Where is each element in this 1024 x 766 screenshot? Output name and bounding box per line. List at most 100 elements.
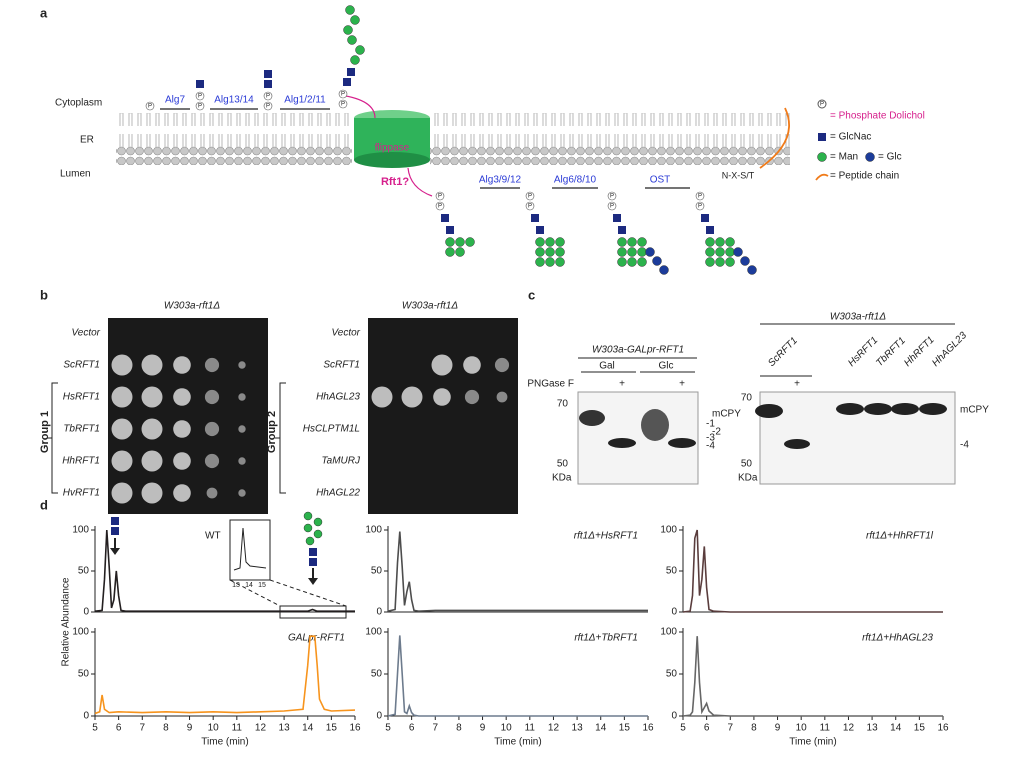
y-tick-label: 100 xyxy=(660,525,677,536)
x-tick-label: 12 xyxy=(255,723,267,734)
chart-title: rft1Δ+HsRFT1 xyxy=(574,531,638,542)
phosphate-label: P xyxy=(610,194,614,200)
phosphate-label: P xyxy=(528,194,532,200)
trace xyxy=(94,529,355,612)
y-tick-label: 100 xyxy=(365,525,382,536)
phosphate xyxy=(607,201,617,211)
sugar xyxy=(535,247,545,257)
glcnac xyxy=(531,214,539,222)
x-tick-label: 13 xyxy=(279,723,291,734)
y-tick-label: 50 xyxy=(78,566,90,577)
x-tick-label: 11 xyxy=(820,723,831,734)
band-label: -1 xyxy=(706,419,715,430)
x-tick-label: 6 xyxy=(409,723,415,734)
inset xyxy=(229,519,271,581)
sugar xyxy=(617,257,627,267)
panel-a: a flippase Rft1? Cytoplasm ER Lumen Alg7… xyxy=(40,5,925,275)
sugar xyxy=(645,247,655,257)
x-tick-label: 8 xyxy=(751,723,757,734)
panel-d: d Relative Abundance 13 14 15 050100WT05… xyxy=(40,497,949,747)
band xyxy=(668,438,696,448)
phosphate: P xyxy=(820,102,824,108)
sugar xyxy=(637,247,647,257)
colony xyxy=(111,386,133,408)
enzyme: Alg1/2/11 xyxy=(284,95,326,106)
compartment: Cytoplasm xyxy=(55,98,102,109)
sugar xyxy=(535,257,545,267)
y-tick-label: 100 xyxy=(72,627,89,638)
strain-label: TbRFT1 xyxy=(63,424,100,435)
sugar xyxy=(343,25,353,35)
colony xyxy=(238,425,246,433)
lane-label: TbRFT1 xyxy=(874,335,908,369)
sugar xyxy=(659,265,669,275)
phosphate xyxy=(435,191,445,201)
unit: KDa xyxy=(738,473,758,484)
phosphate-label: P xyxy=(610,204,614,210)
panel-c: c W303a-GALpr-RFT1 Gal Glc PNGase F + + … xyxy=(527,287,989,485)
x-tick-label: 5 xyxy=(92,723,98,734)
group: Group 2 xyxy=(266,411,278,453)
phosphate xyxy=(338,89,348,99)
compartment: Lumen xyxy=(60,169,91,180)
sugar xyxy=(652,256,662,266)
enzyme: Alg7 xyxy=(165,95,185,106)
glcnac xyxy=(706,226,714,234)
y-tick-label: 100 xyxy=(660,627,677,638)
strain-label: HhRFT1 xyxy=(62,456,100,467)
phosphate xyxy=(525,191,535,201)
colony xyxy=(141,354,163,376)
strain-label: HhAGL22 xyxy=(316,488,360,499)
x-tick-label: 12 xyxy=(843,723,855,734)
x-tick-label: 7 xyxy=(139,723,145,734)
phosphate xyxy=(145,101,155,111)
colony xyxy=(141,386,163,408)
y-tick-label: 0 xyxy=(671,607,677,618)
panel-b: b W303a-rft1Δ W303a-rft1Δ Vector ScRFT1 Hs… xyxy=(39,287,518,514)
glcnac xyxy=(196,80,204,88)
plate-title: W303a-rft1Δ xyxy=(402,301,458,312)
membrane xyxy=(430,113,790,165)
colony xyxy=(238,393,246,401)
sugar xyxy=(617,237,627,247)
colony xyxy=(496,391,508,403)
lane-label: HsRFT1 xyxy=(846,335,880,369)
blot-title: W303a-rft1Δ xyxy=(830,312,886,323)
plate xyxy=(108,318,268,514)
colony xyxy=(141,418,163,440)
membrane xyxy=(116,113,352,165)
sugar xyxy=(715,247,725,257)
glcnac xyxy=(613,214,621,222)
x-tick-label: 13 xyxy=(572,723,584,734)
marker: 50 xyxy=(557,459,569,470)
x-tick-label: 5 xyxy=(680,723,686,734)
unit: KDa xyxy=(552,473,572,484)
trace xyxy=(387,635,648,717)
sugar xyxy=(455,237,465,247)
phosphate xyxy=(525,201,535,211)
strain-label: Vector xyxy=(331,328,360,339)
sugar xyxy=(733,247,743,257)
phosphate-label: P xyxy=(698,194,702,200)
bands xyxy=(755,403,947,449)
x-tick-label: 9 xyxy=(187,723,193,734)
lane-label: ScRFT1 xyxy=(766,335,800,369)
colony xyxy=(141,482,163,504)
chart-title: rft1Δ+HhAGL23 xyxy=(862,633,933,644)
x-tick-label: 6 xyxy=(704,723,710,734)
marker: 70 xyxy=(741,393,753,404)
flippase-bottom xyxy=(354,152,430,168)
sugar xyxy=(627,237,637,247)
sugar xyxy=(747,265,757,275)
plate xyxy=(368,318,518,514)
glcnac xyxy=(446,226,454,234)
sugar xyxy=(740,256,750,266)
colony xyxy=(206,487,218,499)
strain-label: TaMURJ xyxy=(321,456,361,467)
y-tick-label: 50 xyxy=(371,669,383,680)
colony xyxy=(204,357,220,373)
glcnac xyxy=(701,214,709,222)
peptide xyxy=(759,107,790,169)
